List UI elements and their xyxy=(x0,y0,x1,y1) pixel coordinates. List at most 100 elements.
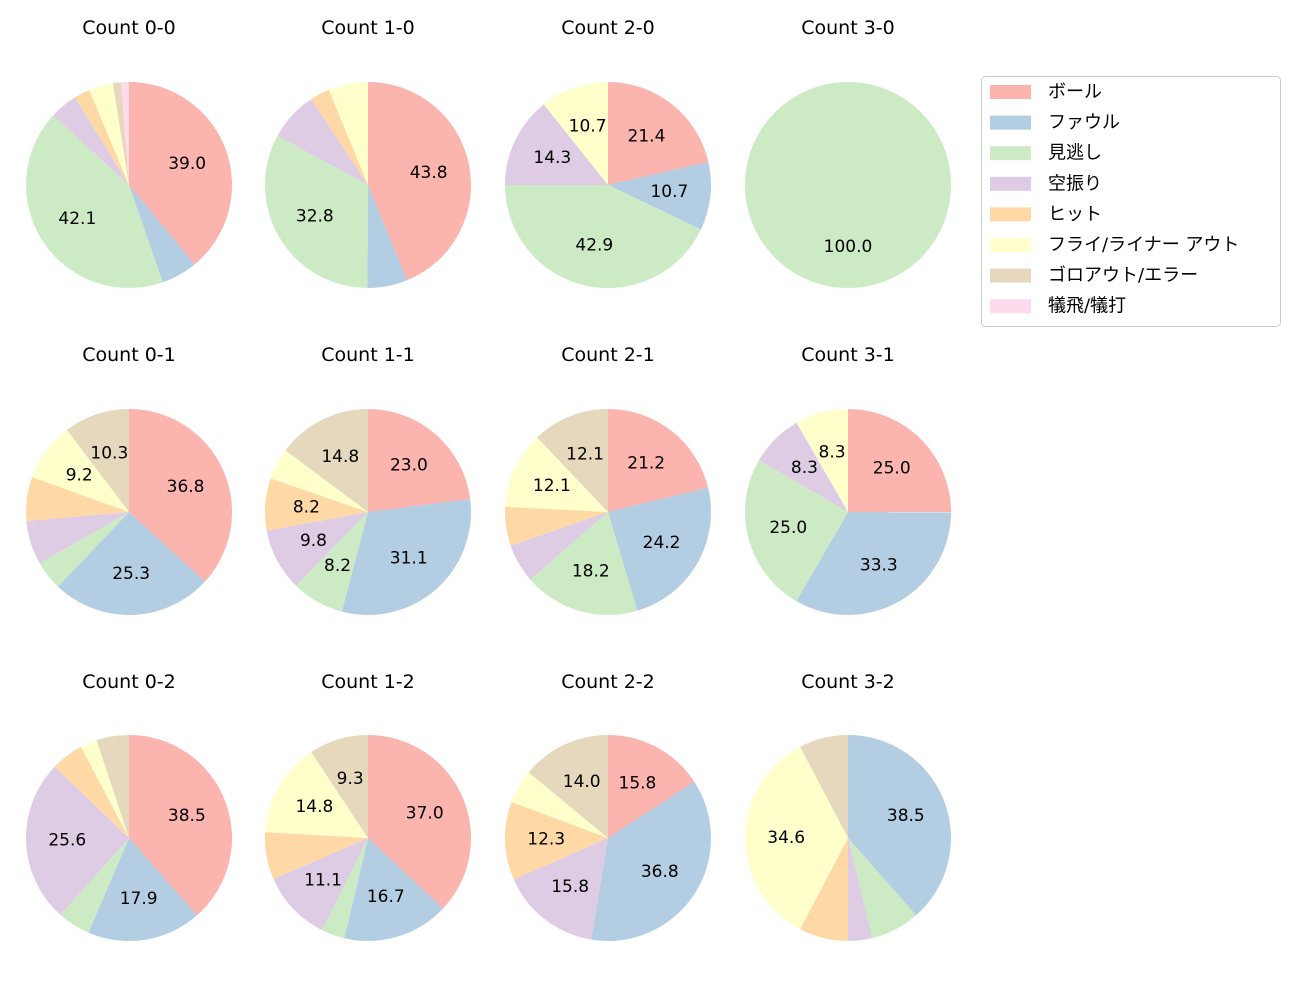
pie-title: Count 1-2 xyxy=(321,671,415,693)
pie-title: Count 3-1 xyxy=(801,344,895,366)
legend-label: ヒット xyxy=(1048,204,1102,225)
pie-count-3-0: Count 3-0 100.0 xyxy=(745,17,951,288)
pie-slice xyxy=(368,735,472,909)
legend-label: フライ/ライナー アウト xyxy=(1048,235,1239,256)
pie-slice xyxy=(848,409,951,513)
pie-slice xyxy=(32,429,129,512)
pie-slice xyxy=(96,735,129,838)
slice-label: 10.7 xyxy=(650,182,688,202)
pie-slice xyxy=(26,766,129,915)
pie-title: Count 0-2 xyxy=(82,671,176,693)
pie-slice xyxy=(66,409,129,512)
slice-label: 15.8 xyxy=(619,774,657,794)
pie-slice xyxy=(311,89,368,185)
pie-slice xyxy=(81,740,129,838)
pie-slice xyxy=(608,161,711,230)
slice-label: 32.8 xyxy=(296,206,334,226)
pie-slice xyxy=(848,838,917,939)
slice-label: 25.0 xyxy=(873,458,911,478)
pie-count-1-2: Count 1-2 37.0 16.7 11.1 14.89.3 xyxy=(265,671,472,941)
pie-slice xyxy=(513,838,608,940)
slice-label: 36.8 xyxy=(167,477,205,497)
legend-swatch xyxy=(990,238,1031,252)
pie-slice xyxy=(758,422,848,512)
slice-label: 8.3 xyxy=(791,458,818,478)
pie-slice xyxy=(54,746,130,838)
legend-swatch xyxy=(990,299,1031,314)
pie-slice xyxy=(608,487,711,611)
legend-swatch xyxy=(990,207,1031,222)
pie-title: Count 3-0 xyxy=(801,17,895,39)
pie-slice xyxy=(505,801,608,880)
slice-label: 8.2 xyxy=(293,497,320,517)
pie-count-3-2: Count 3-2 38.5 34.6 xyxy=(744,671,951,941)
slice-label: 21.2 xyxy=(627,453,665,473)
legend-label: ファウル xyxy=(1048,112,1120,133)
pie-slice xyxy=(744,746,848,930)
pie-slice xyxy=(530,512,638,615)
pie-slice xyxy=(311,735,368,838)
pie-slice xyxy=(344,838,444,941)
legend-swatch xyxy=(990,176,1031,191)
pie-slice xyxy=(25,477,129,522)
slice-label: 37.0 xyxy=(406,803,444,823)
pie-slice xyxy=(129,82,232,265)
slice-label: 25.6 xyxy=(48,830,86,850)
slice-label: 9.8 xyxy=(300,531,327,551)
pie-slice xyxy=(505,506,608,546)
pie-slice xyxy=(121,82,129,185)
pie-slice xyxy=(328,82,368,185)
pie-count-2-2: Count 2-2 15.8 36.8 15.8 12.3 14.0 xyxy=(505,671,711,941)
pie-slice xyxy=(112,82,129,185)
pie-slice xyxy=(39,512,129,587)
slice-label: 10.7 xyxy=(569,117,607,137)
pie-slice xyxy=(543,82,608,185)
pie-slice xyxy=(608,82,709,185)
slice-label: 42.9 xyxy=(575,235,613,255)
pie-slice xyxy=(89,83,129,185)
pie-slice xyxy=(26,115,163,288)
pie-slice xyxy=(510,512,608,580)
slice-label: 15.8 xyxy=(551,877,589,897)
pie-slice xyxy=(270,450,368,512)
pie-count-1-0: Count 1-0 43.8 32.8 xyxy=(265,17,472,288)
pie-slice xyxy=(321,838,368,939)
slice-label: 11.1 xyxy=(304,870,342,890)
slice-label: 10.3 xyxy=(90,443,128,463)
pie-slice xyxy=(505,104,608,185)
pie-slice xyxy=(129,735,232,916)
pie-slice xyxy=(129,409,232,582)
pie-slice xyxy=(285,409,368,512)
pie-slice xyxy=(368,82,472,281)
pie-title: Count 1-1 xyxy=(321,344,415,366)
slice-label: 14.3 xyxy=(533,148,571,168)
pie-slice xyxy=(505,185,701,288)
slice-label: 12.3 xyxy=(527,830,565,850)
slice-label: 33.3 xyxy=(860,556,898,576)
pie-title: Count 0-1 xyxy=(82,344,176,366)
slice-label: 12.1 xyxy=(533,476,571,496)
legend-label: ボール xyxy=(1048,82,1102,103)
slice-label: 21.4 xyxy=(628,127,666,147)
pie-slice xyxy=(745,460,848,602)
pie-slice xyxy=(368,409,471,512)
pie-slice xyxy=(53,97,129,185)
pie-slice xyxy=(266,512,368,586)
pie-slice xyxy=(265,832,368,879)
legend-frame xyxy=(981,76,1281,327)
pie-slice xyxy=(277,99,368,185)
pie-slice xyxy=(848,838,873,941)
pie-title: Count 2-2 xyxy=(561,671,655,693)
slice-label: 14.0 xyxy=(563,772,601,792)
legend-swatch xyxy=(990,85,1031,99)
pie-slice xyxy=(608,409,709,512)
pie-slice xyxy=(528,735,608,838)
legend-swatch xyxy=(990,115,1031,130)
pie-slice xyxy=(537,409,608,512)
pie-slice xyxy=(800,838,848,941)
slice-label: 43.8 xyxy=(410,163,448,183)
pie-slice xyxy=(129,185,195,283)
pie-count-0-0: Count 0-0 39.0 42.1 xyxy=(26,17,232,288)
